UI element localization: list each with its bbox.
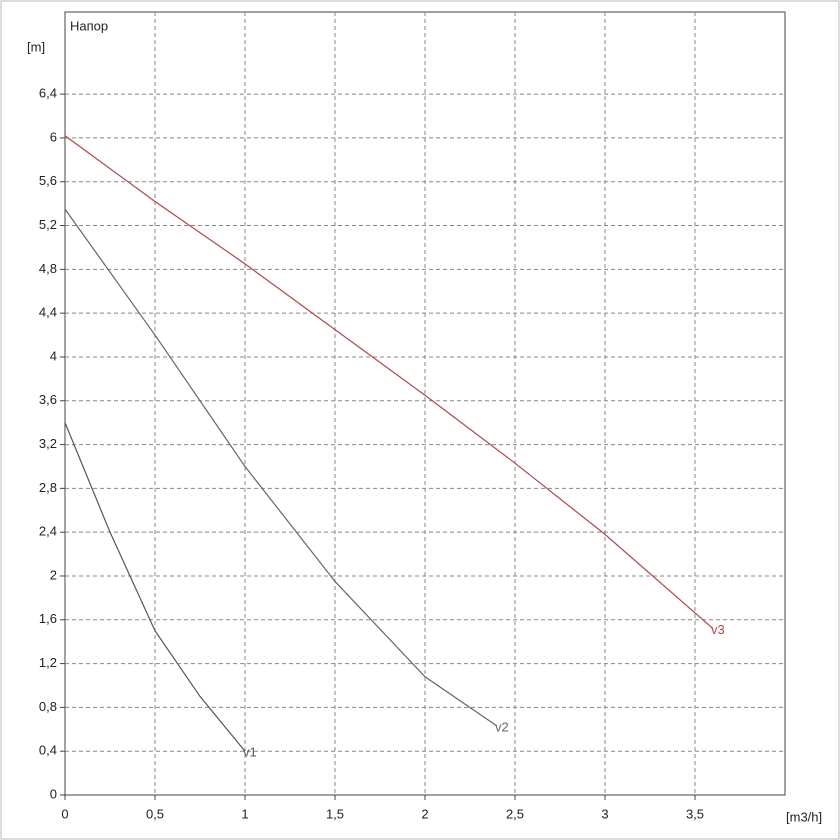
- x-tick-label: 2,5: [506, 806, 524, 821]
- y-tick-label: 5,6: [39, 173, 57, 188]
- series-line: [64, 208, 498, 727]
- y-tick-label: 6,4: [39, 86, 57, 101]
- y-tick-label: 0,4: [39, 743, 57, 758]
- y-tick-label: 3,6: [39, 392, 57, 407]
- y-tick-label: 2: [50, 567, 57, 582]
- x-tick-label: 0,5: [146, 806, 164, 821]
- x-tick-label: 2: [421, 806, 428, 821]
- y-tick-label: 2,8: [39, 480, 57, 495]
- x-tick-label: 3: [601, 806, 608, 821]
- y-axis-label: [m]: [27, 39, 45, 54]
- y-tick-label: 1,6: [39, 611, 57, 626]
- x-tick-label: 1,5: [326, 806, 344, 821]
- y-tick-label: 5,2: [39, 217, 57, 232]
- x-tick-label: 0: [61, 806, 68, 821]
- x-tick-label: 1: [241, 806, 248, 821]
- series-line: [64, 422, 246, 752]
- x-tick-label: 3,5: [686, 806, 704, 821]
- series-label: v3: [711, 622, 725, 637]
- series-label: v1: [243, 745, 257, 760]
- y-tick-label: 1,2: [39, 655, 57, 670]
- y-tick-label: 3,2: [39, 436, 57, 451]
- y-tick-label: 0: [50, 786, 57, 801]
- chart-title: Напор: [70, 18, 108, 33]
- y-tick-label: 4,4: [39, 305, 57, 320]
- y-tick-label: 4: [50, 348, 57, 363]
- series-label: v2: [495, 719, 509, 734]
- x-axis-label: [m3/h]: [786, 809, 822, 824]
- y-tick-label: 4,8: [39, 261, 57, 276]
- y-tick-label: 0,8: [39, 699, 57, 714]
- y-tick-label: 2,4: [39, 524, 57, 539]
- y-tick-label: 6: [50, 129, 57, 144]
- series-line: [64, 135, 714, 629]
